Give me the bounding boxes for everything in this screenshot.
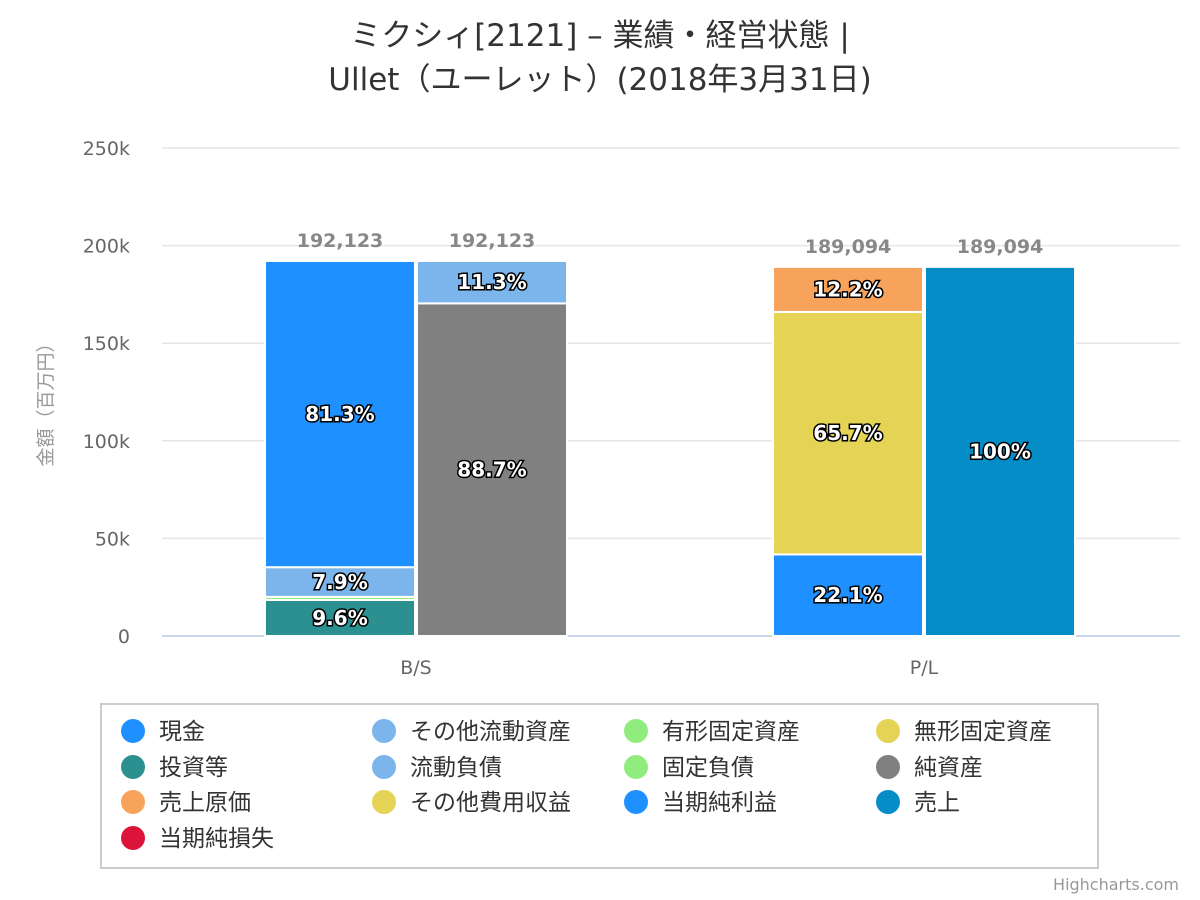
legend-item[interactable]: 当期純損失 <box>121 826 274 852</box>
legend-item[interactable]: 現金 <box>121 719 205 745</box>
legend-marker <box>876 719 900 743</box>
legend-label: 売上原価 <box>159 790 251 816</box>
legend-label: 売上 <box>914 790 960 816</box>
bar-segment <box>772 310 924 556</box>
data-label: 11.3% <box>457 270 526 294</box>
legend-item[interactable]: 投資等 <box>121 755 228 781</box>
legend-label: 有形固定資産 <box>662 719 800 745</box>
data-label: 65.7% <box>813 421 882 445</box>
legend-item[interactable]: 無形固定資産 <box>876 719 1052 745</box>
legend-marker <box>121 826 145 850</box>
legend-label: 当期純利益 <box>662 790 777 816</box>
legend-marker <box>121 719 145 743</box>
legend-item[interactable]: 固定負債 <box>624 755 754 781</box>
legend-item[interactable]: 純資産 <box>876 755 983 781</box>
legend-label: 当期純損失 <box>159 826 274 852</box>
data-label: 88.7% <box>457 458 526 482</box>
legend-marker <box>121 790 145 814</box>
x-tick-label: B/S <box>400 657 432 679</box>
data-label: 22.1% <box>813 583 882 607</box>
legend-label: 固定負債 <box>662 755 754 781</box>
bar-series: 9.6% 7.9% 81.3% 192,123 88.7% 11.3% 192,123 22.… <box>264 230 1076 637</box>
legend-marker <box>121 755 145 779</box>
legend-item[interactable]: その他流動資産 <box>372 719 571 745</box>
y-tick-label: 150k <box>83 333 130 355</box>
legend-item[interactable]: 当期純利益 <box>624 790 777 816</box>
y-axis-ticks: 0 50k 100k 150k 200k 250k <box>83 138 130 648</box>
legend-marker <box>624 719 648 743</box>
legend-marker <box>372 719 396 743</box>
legend-label: その他費用収益 <box>410 790 571 816</box>
legend-marker <box>876 755 900 779</box>
bar-segment <box>264 566 416 598</box>
y-tick-label: 250k <box>83 138 130 160</box>
bar-segment <box>772 265 924 313</box>
x-axis-ticks: B/S P/L <box>400 657 938 679</box>
legend-marker <box>372 755 396 779</box>
data-label: 12.2% <box>813 277 882 301</box>
bar-segment <box>924 265 1076 637</box>
stack-total-label: 192,123 <box>297 230 384 252</box>
legend-label: 現金 <box>159 719 205 745</box>
y-tick-label: 0 <box>118 626 130 648</box>
legend-marker <box>624 755 648 779</box>
legend-label: 投資等 <box>159 755 228 781</box>
stack-total-label: 192,123 <box>449 230 536 252</box>
legend-item[interactable]: その他費用収益 <box>372 790 571 816</box>
bar-segment <box>416 259 568 305</box>
bar-segment <box>772 553 924 637</box>
legend-box <box>100 703 1099 869</box>
legend-label: 無形固定資産 <box>914 719 1052 745</box>
legend-item[interactable]: 売上原価 <box>121 790 251 816</box>
legend-label: 流動負債 <box>410 755 502 781</box>
data-label: 7.9% <box>312 570 367 594</box>
chart-title: ミクシィ[2121] – 業績・経営状態 | <box>350 18 850 54</box>
data-label: 9.6% <box>312 606 367 630</box>
stack-total-label: 189,094 <box>957 236 1044 258</box>
y-tick-label: 200k <box>83 236 130 258</box>
data-label: 81.3% <box>305 402 374 426</box>
legend-item[interactable]: 売上 <box>876 790 960 816</box>
data-label: 100% <box>969 439 1031 463</box>
y-axis-title: 金額（百万円） <box>35 333 57 466</box>
credits-link[interactable]: Highcharts.com <box>1053 875 1179 894</box>
legend-item[interactable]: 有形固定資産 <box>624 719 800 745</box>
stack-total-label: 189,094 <box>805 236 892 258</box>
y-tick-label: 50k <box>95 528 130 550</box>
legend-marker <box>372 790 396 814</box>
bar-segment <box>264 259 416 569</box>
x-tick-label: P/L <box>910 657 939 679</box>
legend-label: 純資産 <box>914 755 983 781</box>
legend-marker <box>624 790 648 814</box>
legend-marker <box>876 790 900 814</box>
legend-label: その他流動資産 <box>410 719 571 745</box>
y-tick-label: 100k <box>83 431 130 453</box>
chart-subtitle: Ullet（ユーレット）(2018年3月31日) <box>328 62 871 98</box>
legend-item[interactable]: 流動負債 <box>372 755 502 781</box>
